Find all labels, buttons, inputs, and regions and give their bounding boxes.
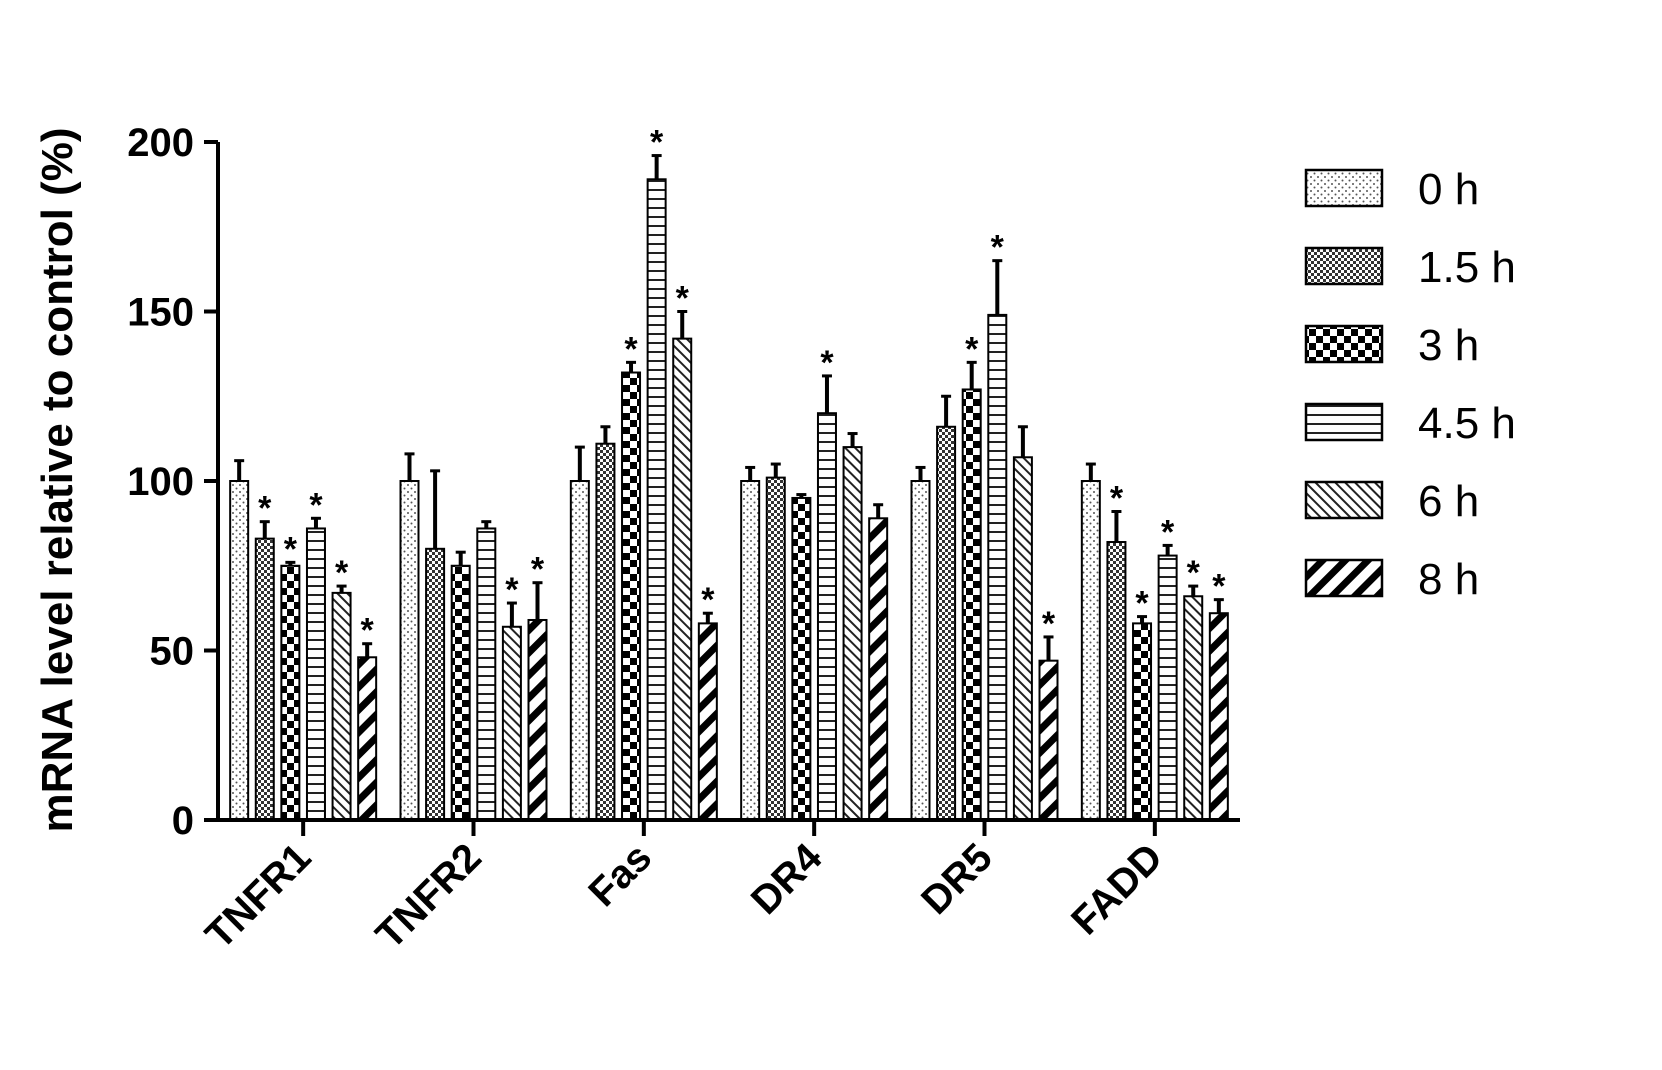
y-tick-label: 200	[127, 121, 194, 165]
bar	[621, 371, 642, 821]
x-tick-label: DR4	[743, 835, 831, 923]
legend-label: 8 h	[1418, 555, 1479, 604]
bar	[229, 480, 250, 821]
significance-star: *	[1161, 513, 1175, 551]
bar	[1208, 612, 1229, 822]
bar	[569, 480, 590, 821]
significance-star: *	[965, 330, 979, 368]
y-tick-label: 50	[150, 630, 195, 674]
significance-star: *	[701, 581, 715, 619]
bar	[501, 625, 522, 822]
bar	[1183, 595, 1204, 822]
bar	[765, 476, 786, 821]
significance-star: *	[676, 280, 690, 318]
legend: 0 h 1.5 h 3 h 4.5 h 6 h 8 h	[1304, 165, 1516, 604]
bar	[1080, 480, 1101, 821]
significance-star: *	[1187, 554, 1201, 592]
bar	[740, 480, 761, 821]
y-tick-label: 150	[127, 291, 194, 335]
bar	[961, 388, 982, 821]
significance-star: *	[284, 530, 298, 568]
legend-swatch	[1304, 168, 1384, 208]
significance-star: *	[650, 124, 664, 162]
legend-label: 4.5 h	[1418, 399, 1516, 448]
bar	[305, 527, 326, 822]
significance-star: *	[335, 554, 349, 592]
bar	[868, 517, 889, 821]
y-tick-label: 100	[127, 460, 194, 504]
bar	[595, 442, 616, 821]
bar	[1106, 541, 1127, 822]
significance-star: *	[531, 551, 545, 589]
significance-star: *	[309, 486, 323, 524]
y-tick-label: 0	[172, 799, 194, 843]
bar	[646, 178, 667, 822]
x-tick-label: DR5	[913, 835, 1001, 923]
bar	[672, 337, 693, 821]
bar	[910, 480, 931, 821]
bar	[1038, 659, 1059, 821]
legend-label: 3 h	[1418, 321, 1479, 370]
y-axis: 0 50 100 150 200	[127, 121, 220, 843]
legend-label: 1.5 h	[1418, 243, 1516, 292]
x-tick-label: FADD	[1063, 835, 1171, 943]
bar	[399, 480, 420, 821]
legend-swatch	[1304, 480, 1384, 520]
bar	[697, 622, 718, 821]
bar	[816, 412, 837, 821]
bar	[1132, 622, 1153, 821]
bar	[842, 446, 863, 821]
x-axis: TNFR1 TNFR2 Fas DR4 DR5 FADD	[197, 818, 1240, 958]
legend-label: 0 h	[1418, 165, 1479, 214]
bar	[1012, 456, 1033, 821]
legend-label: 6 h	[1418, 477, 1479, 526]
legend-swatch	[1304, 246, 1384, 286]
significance-star: *	[1135, 585, 1149, 623]
significance-star: *	[624, 330, 638, 368]
bar	[280, 564, 301, 821]
bar	[476, 527, 497, 822]
bar	[254, 537, 275, 821]
significance-star: *	[505, 571, 519, 609]
bar	[791, 496, 812, 821]
bar	[357, 656, 378, 822]
y-axis-label: mRNA level relative to control (%)	[33, 128, 82, 833]
x-tick-label: TNFR1	[197, 835, 319, 957]
bar	[987, 313, 1008, 821]
significance-star: *	[1042, 605, 1056, 643]
bar	[1157, 554, 1178, 822]
significance-star: *	[1212, 568, 1226, 606]
x-tick-label: TNFR2	[368, 835, 490, 957]
bar	[450, 564, 471, 821]
significance-star: *	[258, 490, 272, 528]
bar	[936, 425, 957, 821]
bar	[425, 547, 446, 821]
x-tick-label: Fas	[580, 835, 660, 915]
significance-star: *	[361, 612, 375, 650]
bar	[527, 618, 548, 821]
legend-swatch	[1304, 324, 1384, 364]
bars: * * * * * * * * * * * * * * * * * * * *	[229, 124, 1229, 822]
bar	[331, 591, 352, 821]
legend-swatch	[1304, 402, 1384, 442]
significance-star: *	[820, 344, 834, 382]
significance-star: *	[1110, 480, 1124, 518]
legend-swatch	[1304, 558, 1384, 598]
significance-star: *	[991, 229, 1005, 267]
